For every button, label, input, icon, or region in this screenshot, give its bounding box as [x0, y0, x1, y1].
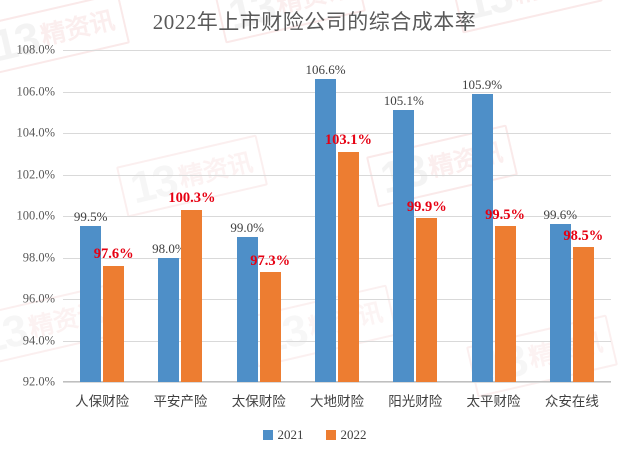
bar-value-label: 99.5%	[73, 209, 108, 225]
bar-value-label: 103.1%	[324, 132, 373, 149]
x-axis-category-label: 阳光财险	[388, 394, 443, 409]
bar-2022[interactable]: 99.9%	[407, 200, 447, 382]
gridline	[63, 50, 611, 51]
legend-item[interactable]: 2021	[262, 427, 304, 443]
bar-value-label: 105.9%	[462, 76, 503, 92]
y-axis-tick-label: 100.0%	[16, 208, 55, 223]
bar-value-label: 99.9%	[406, 198, 447, 215]
legend-swatch-icon	[262, 430, 273, 440]
legend-label: 2022	[340, 427, 367, 442]
gridline	[63, 382, 611, 383]
bar-pair: 99.5% 97.6%	[63, 50, 141, 382]
gridline	[63, 216, 611, 217]
bar-group: 99.5% 97.6% 人保财险	[63, 50, 141, 409]
bar-2021[interactable]: 99.6%	[544, 208, 577, 382]
bar-pair: 105.9% 99.5%	[454, 50, 532, 382]
bar-group: 105.1% 99.9% 阳光财险	[376, 50, 454, 409]
bar-2021[interactable]: 98.0%	[152, 242, 186, 382]
bar-2022[interactable]: 103.1%	[325, 133, 372, 382]
bar-2022[interactable]: 99.5%	[485, 208, 525, 382]
bar-pair: 98.0% 100.3%	[141, 50, 219, 382]
bar-group: 106.6% 103.1% 大地财险	[298, 50, 376, 409]
y-axis-tick-label: 104.0%	[16, 125, 55, 140]
bar-2022[interactable]: 97.6%	[94, 247, 134, 382]
bar-2022[interactable]: 100.3%	[168, 191, 215, 382]
x-axis-category-label: 众安在线	[544, 394, 599, 409]
x-axis-line	[63, 381, 611, 382]
bar-group: 98.0% 100.3% 平安产险	[141, 50, 219, 409]
bar-groups: 99.5% 97.6% 人保财险 98.0% 100.3% 平安产险 99.0% 97.3% 太…	[63, 50, 611, 409]
y-axis-tick-label: 102.0%	[16, 167, 55, 181]
y-axis-tick-label: 94.0%	[22, 333, 55, 347]
bar-2021[interactable]: 105.9%	[462, 78, 502, 382]
bar-value-label: 100.3%	[168, 190, 216, 207]
bar-pair: 105.1% 99.9%	[376, 50, 454, 382]
bar-value-label: 99.0%	[230, 219, 264, 235]
bar-value-label: 99.5%	[485, 206, 525, 223]
y-axis-tick-label: 98.0%	[22, 250, 55, 264]
bar-value-label: 105.1%	[383, 93, 424, 109]
bar-pair: 99.0% 97.3%	[220, 50, 298, 382]
bar-group: 99.0% 97.3% 太保财险	[220, 50, 298, 409]
bar-2022[interactable]: 98.5%	[563, 229, 603, 382]
gridline	[63, 299, 611, 300]
y-axis-tick-label: 108.0%	[16, 42, 55, 57]
legend-item[interactable]: 2022	[325, 427, 367, 443]
y-axis-tick-label: 92.0%	[22, 374, 55, 389]
x-axis-category-label: 大地财险	[309, 394, 364, 409]
bar-group: 105.9% 99.5% 太平财险	[454, 50, 532, 409]
gridline	[63, 174, 611, 176]
gridline	[63, 257, 611, 259]
bar-group: 99.6% 98.5% 众安在线	[533, 50, 611, 409]
bar-value-label: 99.6%	[543, 207, 578, 223]
bar-value-label: 98.0%	[152, 240, 186, 256]
gridline	[63, 133, 611, 134]
y-axis-tick-label: 106.0%	[16, 84, 55, 98]
bar-2021[interactable]: 99.0%	[230, 221, 264, 382]
chart-title: 2022年上市财险公司的综合成本率	[152, 10, 477, 34]
legend-label: 2021	[277, 427, 304, 442]
bar-pair: 106.6% 103.1%	[298, 50, 376, 382]
legend-swatch-icon	[325, 430, 336, 440]
bar-2021[interactable]: 99.5%	[74, 210, 107, 382]
gridline	[63, 340, 611, 342]
bar-2021[interactable]: 106.6%	[305, 63, 346, 382]
x-axis-category-label: 平安产险	[153, 394, 208, 409]
x-axis-category-label: 人保财险	[75, 394, 130, 409]
bar-value-label: 106.6%	[305, 62, 346, 78]
bar-value-label: 97.3%	[250, 252, 291, 269]
chart-legend: 2021 2022	[0, 427, 629, 443]
bar-2022[interactable]: 97.3%	[250, 254, 290, 382]
bar-pair: 99.6% 98.5%	[533, 50, 611, 382]
bar-value-label: 97.6%	[93, 246, 134, 263]
x-axis-category-label: 太保财险	[231, 394, 286, 409]
gridline	[63, 91, 611, 93]
bar-value-label: 98.5%	[563, 227, 604, 244]
x-axis-category-label: 太平财险	[466, 394, 521, 409]
y-axis-tick-label: 96.0%	[22, 291, 55, 306]
plot-area: 108.0% 106.0% 104.0% 102.0% 100.0% 98.0% 96.0%…	[16, 43, 611, 409]
bar-2021[interactable]: 105.1%	[384, 94, 424, 382]
